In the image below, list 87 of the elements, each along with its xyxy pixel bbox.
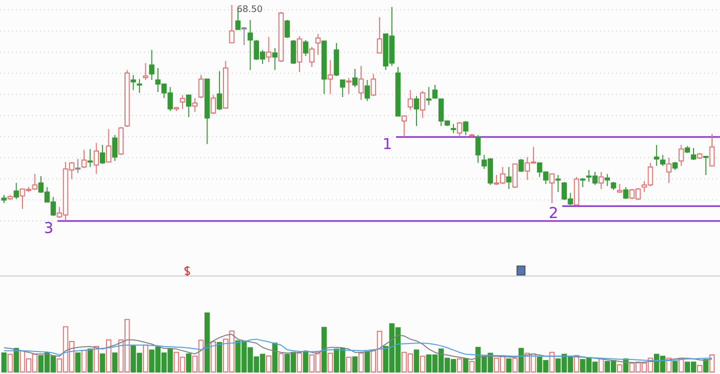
candlestick [88,148,93,168]
candlestick [426,86,432,106]
candlestick [198,74,204,99]
bar [703,359,708,372]
candlestick [328,60,333,94]
bar [75,352,81,372]
bar [204,312,210,372]
candlestick [703,155,708,176]
candlestick [555,174,561,193]
bar [186,353,192,372]
candlestick [142,62,148,80]
candlestick [420,90,426,118]
candlestick [290,39,296,64]
bar [100,353,106,372]
candlestick [512,163,518,188]
candlestick [210,94,216,115]
candlestick [450,124,456,134]
candlestick [136,78,142,94]
bar [88,348,93,372]
candlestick [149,49,154,80]
candlestick [303,39,308,56]
candlestick [358,65,364,101]
candlestick [623,186,628,200]
candlestick [678,144,684,166]
candlestick [106,128,112,163]
candlestick [81,149,87,169]
bar [321,326,327,372]
candlestick [112,134,118,162]
candlestick [346,78,352,94]
candlestick [690,147,696,161]
bar [518,348,524,372]
bar [672,361,678,372]
candlestick [94,142,100,174]
bar [303,351,308,372]
candlestick [432,84,438,99]
candlestick [186,94,192,118]
candlestick [248,19,253,71]
candlestick [376,16,382,54]
candlestick [604,173,610,187]
candlestick [100,144,106,164]
candlestick [75,158,81,174]
candlestick [266,36,272,63]
candlestick [518,158,524,172]
candlestick [340,79,346,98]
annotation: 68.50 [236,5,263,15]
candlestick [216,70,222,110]
annotation: 1 [382,134,392,153]
candlestick [598,171,604,190]
candlestick [475,134,481,164]
candlestick [272,47,278,71]
candlestick [352,68,358,88]
candlestick [666,157,672,184]
bar [352,356,358,372]
bar [1,352,7,372]
bar [506,358,512,372]
bar [364,351,370,372]
candlestick [456,122,462,136]
candlestick [364,79,370,102]
bar [112,352,118,372]
candlestick [580,178,586,188]
bar [414,350,420,372]
candlestick [130,74,136,91]
candlestick [549,173,555,204]
candlestick [370,73,376,96]
bar [463,358,468,372]
candlestick [660,154,666,166]
candlestick [284,19,290,39]
candlestick [192,98,198,112]
candlestick [309,46,314,68]
candlestick [241,26,247,46]
candlestick [315,33,321,56]
candlestick [402,116,407,138]
candlestick [180,94,186,110]
candlestick [709,133,715,166]
annotation: 3 [44,219,54,237]
bar [216,342,222,372]
candlestick [14,182,19,200]
candlestick [463,120,468,136]
bar [272,342,278,372]
annotation: 2 [548,204,558,222]
bar [14,348,19,372]
candlestick [296,36,302,72]
candlestick [414,95,420,126]
candlestick [506,166,512,190]
candlestick [408,90,413,110]
candlestick [654,144,660,166]
candlestick [229,4,234,44]
